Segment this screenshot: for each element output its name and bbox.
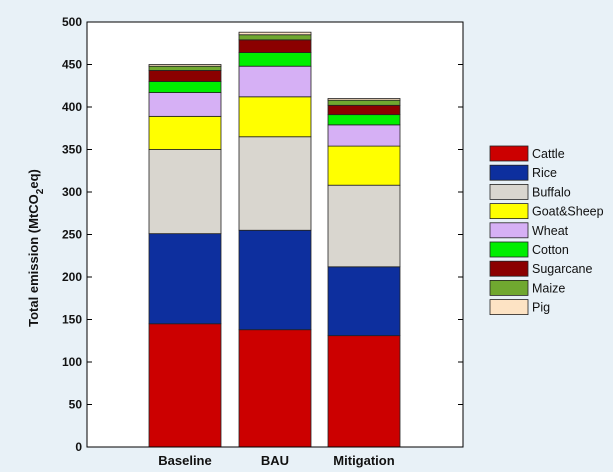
legend-swatch-buffalo — [489, 183, 529, 200]
legend-label-rice: Rice — [532, 166, 557, 180]
legend-label-cotton: Cotton — [532, 243, 569, 257]
y-tick-label: 450 — [62, 58, 82, 72]
bar-segment-buffalo-bau — [238, 136, 312, 231]
y-tick-label: 100 — [62, 355, 82, 369]
legend-label-sugarcane: Sugarcane — [532, 262, 593, 276]
bar-segment-wheat-mitigation — [327, 124, 401, 147]
legend-swatch-goat-sheep — [489, 203, 529, 220]
legend-swatch-sugarcane — [489, 260, 529, 277]
bar-segment-rice-mitigation — [327, 266, 401, 337]
legend-label-cattle: Cattle — [532, 147, 565, 161]
bar-segment-maize-baseline — [148, 65, 222, 71]
bar-segment-sugarcane-mitigation — [327, 104, 401, 116]
y-axis-label: Total emission (MtCO2eq) — [26, 169, 46, 327]
bar-segment-wheat-baseline — [148, 92, 222, 117]
legend-swatch-rice — [489, 164, 529, 181]
legend-swatch-cotton — [489, 241, 529, 258]
bar-segment-cattle-mitigation — [327, 335, 401, 448]
bar-segment-maize-bau — [238, 34, 312, 41]
bar-segment-cotton-baseline — [148, 81, 222, 93]
bar-segment-cotton-bau — [238, 52, 312, 67]
legend-swatch-pig — [489, 299, 529, 316]
y-tick-label: 150 — [62, 313, 82, 327]
bar-segment-cattle-baseline — [148, 323, 222, 448]
legend-label-pig: Pig — [532, 301, 550, 315]
bar-segment-maize-mitigation — [327, 99, 401, 106]
legend-label-buffalo: Buffalo — [532, 185, 571, 199]
bar-segment-goat-sheep-mitigation — [327, 145, 401, 186]
bar-segment-buffalo-baseline — [148, 149, 222, 235]
bar-segment-sugarcane-baseline — [148, 70, 222, 82]
bar-segment-pig-baseline — [148, 64, 222, 67]
bar-segment-buffalo-mitigation — [327, 184, 401, 268]
x-tick-label-mitigation: Mitigation — [333, 453, 394, 468]
bar-segment-goat-sheep-baseline — [148, 115, 222, 150]
bar-segment-goat-sheep-bau — [238, 96, 312, 138]
y-tick-label: 500 — [62, 15, 82, 29]
legend-swatch-cattle — [489, 145, 529, 162]
y-tick-label: 250 — [62, 228, 82, 242]
y-tick-label: 0 — [75, 440, 82, 454]
bar-segment-sugarcane-bau — [238, 39, 312, 53]
y-tick-label: 400 — [62, 100, 82, 114]
y-tick-label: 350 — [62, 143, 82, 157]
x-tick-label-baseline: Baseline — [158, 453, 211, 468]
bar-segment-rice-baseline — [148, 233, 222, 325]
legend-swatch-wheat — [489, 222, 529, 239]
plot-area: Baseline BAU Mitigation 0 50 100 150 200 250 300 3… — [62, 15, 464, 468]
y-tick-label: 200 — [62, 270, 82, 284]
legend-swatch-maize — [489, 279, 529, 296]
x-tick-label-bau: BAU — [261, 453, 289, 468]
plot-frame — [86, 21, 464, 448]
y-tick-label: 50 — [69, 398, 83, 412]
bar-segment-wheat-bau — [238, 65, 312, 98]
bar-segment-pig-mitigation — [327, 98, 401, 101]
legend-label-maize: Maize — [532, 281, 565, 295]
bar-segment-rice-bau — [238, 229, 312, 331]
legend: Cattle Rice Buffalo Goat&Sheep Wheat Cotton Su… — [489, 145, 604, 316]
bar-segment-cattle-bau — [238, 329, 312, 448]
bar-segment-pig-bau — [238, 31, 312, 36]
legend-label-wheat: Wheat — [532, 224, 569, 238]
bar-segment-cotton-mitigation — [327, 114, 401, 126]
y-tick-label: 300 — [62, 185, 82, 199]
legend-label-goat-sheep: Goat&Sheep — [532, 205, 604, 219]
